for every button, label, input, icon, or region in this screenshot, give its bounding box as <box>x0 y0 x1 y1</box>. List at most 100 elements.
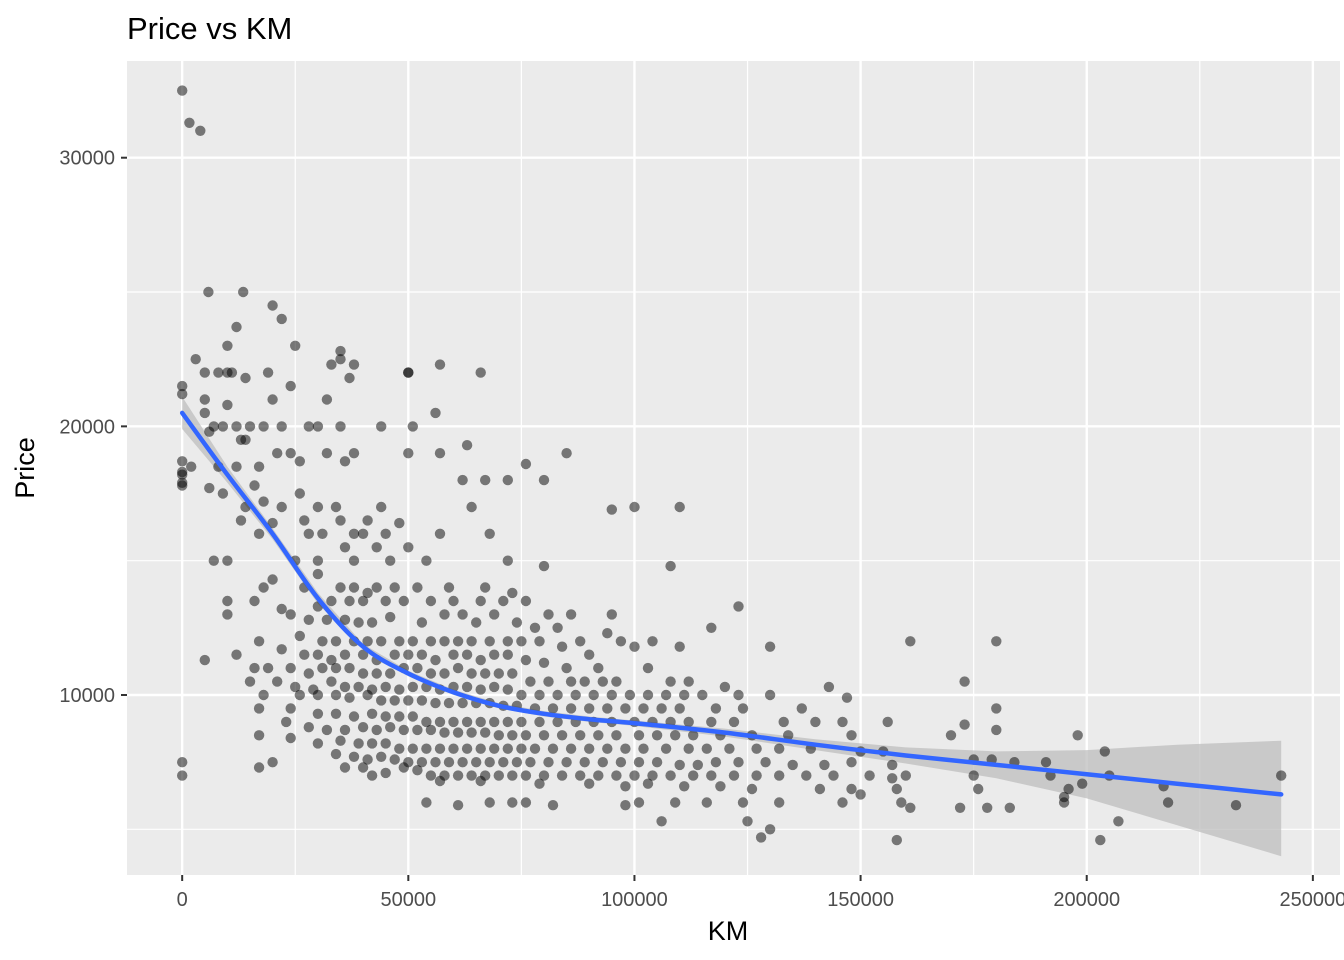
data-point <box>177 480 188 491</box>
data-point <box>502 649 513 660</box>
data-point <box>238 286 249 298</box>
data-point <box>764 689 776 701</box>
data-point <box>538 474 550 486</box>
data-point <box>855 789 866 800</box>
data-point <box>195 125 206 136</box>
data-point <box>335 735 346 746</box>
data-point <box>439 668 450 679</box>
data-point <box>638 703 649 714</box>
data-point <box>633 730 645 741</box>
data-point <box>475 654 486 666</box>
data-point <box>746 783 758 795</box>
data-point <box>376 636 387 647</box>
data-point <box>688 730 699 741</box>
data-point <box>330 501 342 513</box>
data-point <box>543 757 554 768</box>
data-point <box>529 743 541 754</box>
data-point <box>303 614 314 625</box>
data-point <box>199 654 210 666</box>
data-point <box>376 695 387 706</box>
data-point <box>452 770 464 781</box>
data-point <box>253 528 265 539</box>
data-point <box>701 797 712 808</box>
data-point <box>312 555 324 566</box>
data-point <box>439 636 450 647</box>
data-point <box>430 757 441 768</box>
data-point <box>774 797 785 808</box>
data-point <box>353 681 364 693</box>
data-point <box>480 582 491 593</box>
data-point <box>502 555 513 566</box>
data-point <box>394 517 405 529</box>
smooth-trend-line <box>179 410 1284 797</box>
data-point <box>461 681 473 693</box>
data-point <box>841 692 853 703</box>
data-point <box>556 770 568 781</box>
data-point <box>584 703 595 714</box>
data-point <box>719 681 731 693</box>
data-point <box>606 689 617 701</box>
data-point <box>339 649 351 660</box>
data-point <box>407 743 418 754</box>
data-point <box>253 703 265 714</box>
data-point <box>751 743 762 754</box>
data-point <box>371 542 382 553</box>
data-point <box>303 528 314 539</box>
data-point <box>764 824 776 835</box>
data-point <box>253 762 265 773</box>
data-point <box>213 367 224 378</box>
data-point <box>489 743 500 754</box>
data-point <box>489 609 500 620</box>
data-point <box>344 595 355 607</box>
x-tick-label: 150000 <box>827 889 894 911</box>
data-point <box>335 354 346 365</box>
data-point <box>177 770 188 781</box>
data-point <box>724 743 735 754</box>
data-point <box>760 757 771 768</box>
data-point <box>584 743 595 754</box>
data-point <box>1058 797 1070 808</box>
data-point <box>633 757 645 768</box>
data-point <box>755 832 767 843</box>
data-point <box>810 716 821 728</box>
data-point <box>425 724 437 736</box>
data-point <box>1162 797 1174 808</box>
data-point <box>710 703 722 714</box>
data-point <box>357 595 369 607</box>
data-point <box>516 743 527 754</box>
data-point <box>389 649 400 660</box>
data-point <box>249 480 260 491</box>
x-tick-label: 50000 <box>381 889 437 911</box>
data-point <box>403 542 414 553</box>
data-point <box>1099 746 1111 757</box>
data-point <box>606 504 617 515</box>
data-point <box>389 582 400 593</box>
data-point <box>222 340 233 351</box>
data-point <box>425 595 437 607</box>
data-point <box>394 636 405 647</box>
data-point <box>421 716 432 728</box>
data-point <box>674 703 685 714</box>
data-point <box>642 689 654 701</box>
data-point <box>339 681 351 693</box>
data-point <box>376 751 387 762</box>
data-point <box>706 770 717 781</box>
data-point <box>376 421 387 432</box>
data-point <box>615 757 627 768</box>
data-point <box>199 394 210 405</box>
data-point <box>565 609 577 620</box>
data-point <box>733 757 744 768</box>
data-point <box>448 743 459 754</box>
data-point <box>733 689 744 701</box>
data-point <box>353 738 364 749</box>
data-point <box>606 609 617 620</box>
data-point <box>421 797 432 808</box>
data-point <box>728 716 740 728</box>
data-point <box>1077 778 1088 789</box>
data-point <box>267 574 278 585</box>
data-point <box>629 501 640 513</box>
data-point <box>502 474 513 486</box>
data-point <box>624 689 636 701</box>
data-point <box>1095 834 1106 846</box>
